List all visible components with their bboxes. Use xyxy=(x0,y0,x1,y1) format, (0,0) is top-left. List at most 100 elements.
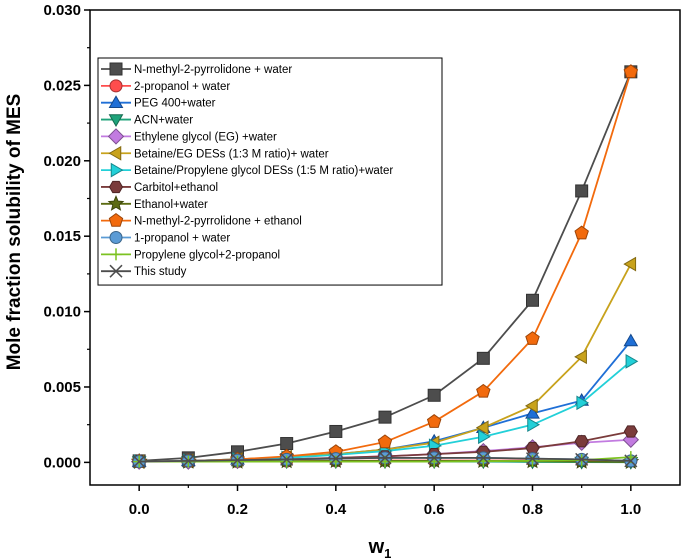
legend-marker xyxy=(109,62,123,76)
data-point xyxy=(623,425,638,438)
data-point xyxy=(280,437,294,451)
x-axis-title-subscript: 1 xyxy=(384,546,391,560)
y-tick-label: 0.000 xyxy=(43,454,81,471)
data-point xyxy=(478,429,491,445)
y-tick-label: 0.030 xyxy=(43,2,81,19)
data-point xyxy=(378,410,392,424)
legend-marker xyxy=(110,248,122,261)
legend-item: 1-propanol + water xyxy=(101,231,230,245)
legend-item: This study xyxy=(101,264,187,278)
data-point xyxy=(574,225,589,240)
data-point xyxy=(329,452,343,466)
data-point xyxy=(575,184,589,198)
x-tick-label: 1.0 xyxy=(620,501,641,518)
legend-label: Ethanol+water xyxy=(134,199,208,211)
x-tick-label: 0.6 xyxy=(424,501,445,518)
data-point xyxy=(475,420,489,436)
legend-item: N-methyl-2-pyrrolidone + ethanol xyxy=(101,213,302,228)
y-axis-title: Mole fraction solubility of MES xyxy=(4,94,25,371)
legend-marker xyxy=(107,128,125,145)
legend-label: 1-propanol + water xyxy=(134,233,230,245)
data-point xyxy=(525,405,540,419)
data-point-b xyxy=(476,451,490,465)
data-point-b xyxy=(132,455,146,469)
legend-item: Betaine/Propylene glycol DESs (1:5 M rat… xyxy=(101,162,393,178)
data-point xyxy=(329,424,343,438)
data-point-b xyxy=(624,454,638,468)
legend-marker xyxy=(108,180,124,194)
legend-label: PEG 400+water xyxy=(134,98,216,110)
series-group xyxy=(130,64,640,470)
data-point xyxy=(377,434,393,449)
legend-marker xyxy=(108,145,122,161)
legend-item: Carbitol+ethanol xyxy=(101,180,218,194)
legend-marker xyxy=(108,213,124,227)
legend-item: Betaine/EG DESs (1:3 M ratio)+ water xyxy=(101,145,329,161)
data-point xyxy=(574,435,589,448)
data-point xyxy=(132,455,146,469)
data-point xyxy=(623,256,637,272)
legend-item: Ethylene glycol (EG) +water xyxy=(101,128,277,145)
data-point xyxy=(525,452,540,466)
legend: N-methyl-2-pyrrolidone + water 2-propanol… xyxy=(97,57,443,286)
data-point xyxy=(623,64,639,78)
legend-item: N-methyl-2-pyrrolidone + water xyxy=(101,62,292,76)
series-13 xyxy=(132,451,638,469)
data-point xyxy=(525,441,540,455)
data-point xyxy=(527,417,541,433)
legend-box xyxy=(97,57,443,286)
data-point xyxy=(280,455,293,468)
data-point-b xyxy=(575,452,589,466)
series-line xyxy=(139,263,632,463)
y-tick-label: 0.025 xyxy=(43,77,81,94)
data-point xyxy=(426,414,442,428)
legend-label: Betaine/EG DESs (1:3 M ratio)+ water xyxy=(134,148,329,160)
data-point xyxy=(476,351,490,365)
legend-marker xyxy=(108,114,124,128)
legend-marker xyxy=(108,95,124,108)
x-tick-label: 0.0 xyxy=(129,501,150,518)
x-tick-label: 0.4 xyxy=(325,501,347,518)
data-point xyxy=(524,398,538,414)
x-axis-title: w1 xyxy=(368,536,392,560)
legend-label: Carbitol+ethanol xyxy=(134,182,218,194)
data-point xyxy=(476,451,490,465)
data-point xyxy=(231,455,244,468)
legend-marker xyxy=(109,79,123,93)
legend-item: ACN+water xyxy=(101,114,193,128)
data-point xyxy=(526,454,539,467)
legend-label: Propylene glycol+2-propanol xyxy=(134,249,280,261)
legend-label: 2-propanol + water xyxy=(134,81,230,93)
data-point-b xyxy=(181,454,195,468)
y-tick-label: 0.015 xyxy=(43,228,81,245)
legend-marker xyxy=(109,264,123,278)
y-tick-label: 0.020 xyxy=(43,153,81,170)
data-point xyxy=(476,383,491,398)
data-point xyxy=(230,453,245,467)
x-tick-label: 0.8 xyxy=(522,501,543,518)
data-point xyxy=(525,331,540,345)
y-tick-label: 0.005 xyxy=(43,379,81,396)
legend-marker xyxy=(110,162,124,178)
data-point xyxy=(576,395,590,411)
legend-label: This study xyxy=(134,266,187,278)
legend-marker xyxy=(109,231,123,244)
legend-marker-b xyxy=(109,264,123,278)
axis-ticks: 0.0 0.2 0.4 0.6 0.8 1.0 0.000 0.005 0.010 0.015 0.… xyxy=(43,2,641,518)
data-point-b xyxy=(329,452,343,466)
data-point xyxy=(623,333,639,347)
legend-label: Ethylene glycol (EG) +water xyxy=(134,131,277,143)
legend-marker xyxy=(107,194,125,211)
data-point xyxy=(575,452,589,466)
data-point xyxy=(280,452,294,466)
data-point-b xyxy=(378,451,392,465)
data-point xyxy=(625,353,639,369)
series-1 xyxy=(132,65,638,468)
data-point xyxy=(526,293,539,307)
legend-label: ACN+water xyxy=(134,115,193,127)
legend-item: PEG 400+water xyxy=(101,95,216,110)
legend-label: N-methyl-2-pyrrolidone + ethanol xyxy=(134,216,302,228)
legend-item: Propylene glycol+2-propanol xyxy=(101,248,280,261)
data-point-b xyxy=(230,453,245,467)
